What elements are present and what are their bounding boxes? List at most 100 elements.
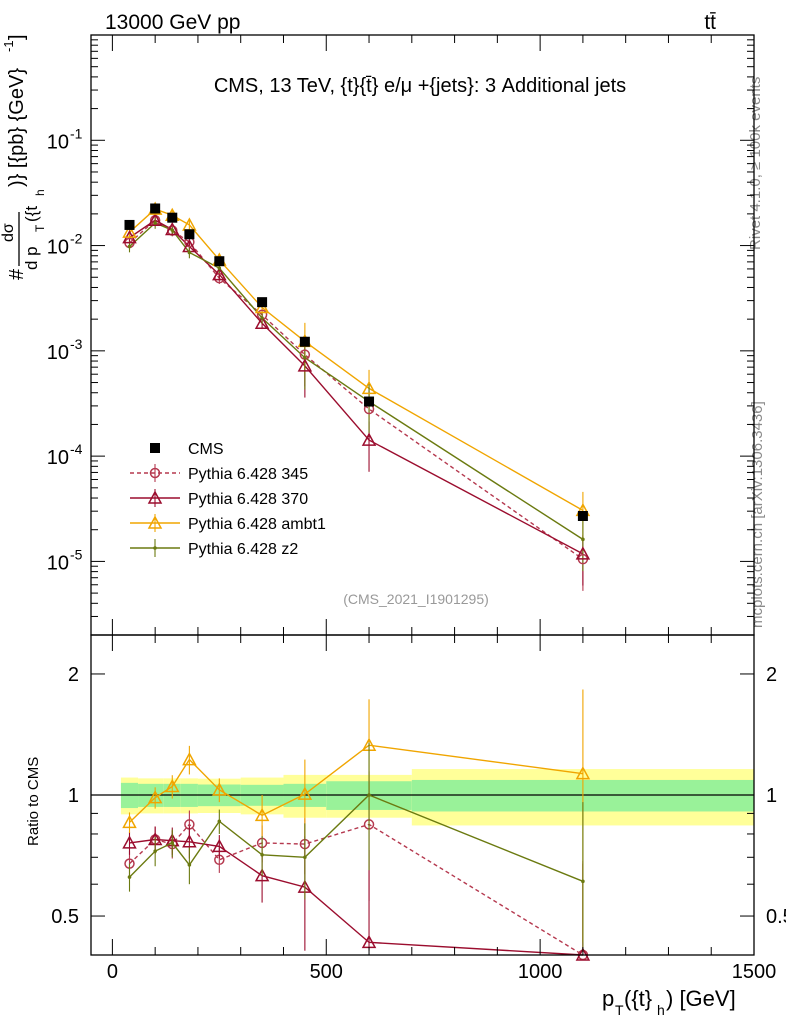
main-data-point	[217, 266, 222, 270]
svg-text:10: 10	[47, 131, 69, 153]
main-data-point	[187, 250, 192, 255]
ratio-data-point	[254, 868, 270, 882]
ratio-y-tick-label: 0.5	[766, 906, 786, 928]
cms-data-point	[577, 510, 588, 521]
ratio-data-point	[165, 778, 180, 793]
svg-text:10: 10	[47, 552, 69, 574]
legend-label: Pythia 6.428 370	[188, 491, 308, 508]
side-label-top: Rivet 4.1.0, ≥ 100k events	[747, 77, 764, 250]
energy-label: 13000 GeV pp	[105, 11, 240, 34]
svg-text:]: ]	[6, 34, 28, 40]
svg-text:({t: ({t	[22, 206, 41, 222]
svg-text:p: p	[602, 986, 614, 1011]
ratio-y-tick-label: 1	[766, 785, 777, 807]
analysis-id-label: (CMS_2021_I1901295)	[343, 591, 489, 607]
svg-text:h: h	[657, 1002, 665, 1018]
ratio-plot	[91, 689, 754, 961]
cms-data-point	[364, 396, 375, 407]
side-label-bottom: mcplots.cern.ch [arXiv:1306.3436]	[749, 401, 766, 628]
legend-entry: Pythia 6.428 z2	[130, 539, 298, 558]
ratio-data-point	[122, 835, 137, 849]
main-y-tick-label: 10 -5	[47, 546, 83, 574]
x-tick-label: 1500	[732, 961, 777, 983]
svg-text:) [GeV]: ) [GeV]	[666, 986, 736, 1011]
cms-data-point	[184, 229, 195, 240]
ratio-data-point	[170, 841, 175, 845]
main-y-axis-label: # dσ d p T ({t h )} [{pb} {GeV} -1 ]	[0, 34, 47, 280]
main-data-point	[127, 244, 132, 249]
ratio-data-point	[212, 782, 227, 796]
ratio-y-tick-label: 2	[766, 664, 777, 686]
svg-text:10: 10	[47, 342, 69, 364]
y-label-numerator: dσ	[0, 223, 17, 242]
main-y-tick-label: 10 -2	[47, 231, 83, 259]
legend-label: Pythia 6.428 z2	[188, 541, 298, 558]
main-y-tick-label: 10 -4	[47, 441, 83, 469]
y-label-denominator: d p	[22, 246, 41, 270]
main-plot	[122, 201, 591, 591]
x-tick-label: 500	[310, 961, 343, 983]
ratio-data-point	[127, 875, 132, 879]
ratio-data-point	[303, 855, 307, 860]
process-label: tt̄	[704, 11, 716, 34]
svg-text:-3: -3	[70, 336, 83, 352]
main-data-point	[147, 212, 163, 226]
ratio-y-axis-label: Ratio to CMS	[25, 757, 42, 846]
ratio-data-point	[297, 786, 313, 800]
cms-data-point	[124, 219, 135, 230]
svg-text:-4: -4	[70, 441, 83, 457]
x-tick-label: 1000	[518, 961, 563, 983]
svg-text:10: 10	[47, 447, 69, 469]
legend-label: CMS	[188, 441, 224, 458]
y-label-superscript: -1	[1, 40, 16, 52]
main-data-point	[581, 537, 585, 542]
legend-label: Pythia 6.428 345	[188, 466, 308, 483]
figure-title: CMS, 13 TeV, {t}{t̄} e/μ +{jets}: 3 Addi…	[214, 75, 626, 97]
main-data-point	[153, 221, 157, 225]
svg-text:-5: -5	[70, 546, 83, 562]
x-axis-label: p T ({t} h ) [GeV]	[602, 986, 736, 1018]
svg-text:#: #	[6, 268, 28, 280]
ratio-data-point	[254, 807, 270, 822]
svg-text:T: T	[615, 1002, 624, 1018]
y-label-units: )} [{pb} {GeV}	[6, 68, 28, 187]
main-data-point	[260, 316, 264, 320]
main-data-point	[361, 380, 377, 395]
ratio-data-point	[153, 849, 157, 853]
main-data-point	[575, 546, 591, 560]
cms-data-point	[150, 203, 161, 214]
main-series-line	[129, 219, 584, 560]
ratio-y-tick-label: 0.5	[51, 906, 79, 928]
ratio-data-point	[212, 838, 227, 853]
legend-marker	[153, 546, 157, 550]
legend-entry: Pythia 6.428 ambt1	[130, 514, 326, 533]
ratio-y-tick-label: 2	[68, 664, 79, 686]
ratio-data-point	[581, 879, 585, 884]
main-y-tick-label: 10 -3	[47, 336, 83, 364]
legend-entry: Pythia 6.428 370	[130, 489, 308, 508]
main-data-point	[361, 432, 377, 446]
legend-marker	[147, 490, 163, 504]
svg-text:10: 10	[47, 237, 69, 259]
main-data-point	[303, 355, 307, 360]
ratio-data-point	[217, 819, 222, 824]
main-data-point	[122, 224, 137, 238]
cms-data-point	[299, 336, 310, 347]
ratio-data-point	[575, 766, 591, 780]
main-data-point	[170, 228, 175, 232]
svg-text:({t}: ({t}	[624, 986, 652, 1011]
legend: CMS Pythia 6.428 345 Pythia 6.428 370 Pythi…	[130, 441, 326, 558]
legend-marker	[150, 443, 160, 453]
y-label-subscript: T	[33, 224, 47, 232]
ratio-data-point	[147, 790, 163, 804]
legend-entry: Pythia 6.428 345	[130, 464, 308, 483]
ratio-data-point	[122, 814, 137, 829]
svg-text:h: h	[33, 189, 47, 196]
ratio-series-line	[129, 823, 584, 956]
legend-marker	[147, 515, 163, 529]
main-y-tick-label: 10 -1	[47, 125, 83, 153]
main-data-point	[254, 315, 270, 329]
main-data-point	[212, 267, 227, 281]
cms-data-point	[214, 256, 225, 267]
ratio-data-point	[182, 834, 197, 848]
